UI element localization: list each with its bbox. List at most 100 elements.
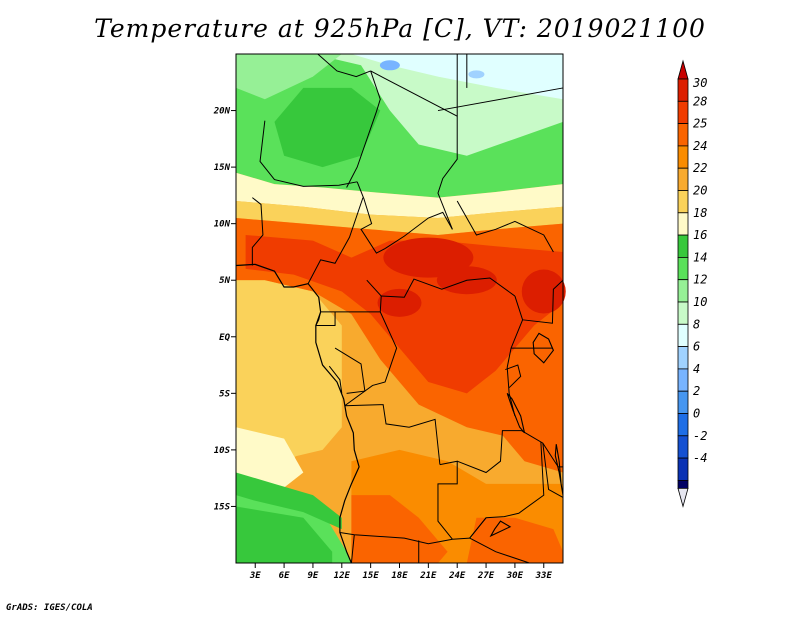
border-line — [384, 211, 453, 249]
border-line — [344, 404, 441, 465]
field-tanzania-hot — [495, 404, 563, 473]
border-line — [521, 430, 563, 468]
legend-label: 30 — [692, 76, 707, 90]
border-line — [339, 531, 470, 545]
legend-label: 10 — [693, 295, 707, 309]
legend-swatch — [677, 100, 689, 125]
legend-swatch — [677, 323, 689, 347]
lat-tick-label: 20N — [213, 107, 231, 117]
lon-tick-label: 33E — [535, 571, 553, 581]
lon-tick-label: 3E — [249, 571, 261, 581]
legend-swatch — [677, 145, 689, 169]
lon-tick-label: 27E — [477, 571, 495, 581]
lon-tick-label: 6E — [279, 571, 290, 581]
country-borders — [235, 53, 564, 564]
legend-swatch — [677, 368, 689, 392]
legend-swatch — [677, 167, 689, 191]
legend-label: 8 — [693, 317, 700, 331]
lon-tick-label: 15E — [363, 571, 380, 581]
legend-swatch — [677, 190, 689, 214]
field-south-green-deep — [236, 506, 333, 563]
coastline — [235, 263, 360, 564]
border-line — [437, 460, 458, 540]
border-line — [344, 311, 398, 407]
legend-swatch — [677, 301, 689, 325]
lon-tick-label: 9E — [308, 571, 319, 581]
legend-label: 28 — [693, 94, 707, 108]
border-line — [328, 365, 343, 394]
legend-label: 0 — [693, 407, 700, 421]
legend-swatch — [677, 457, 689, 481]
border-line — [505, 364, 522, 389]
legend-swatch — [677, 390, 689, 414]
legend-label: 25 — [693, 117, 707, 131]
border-line — [370, 70, 458, 230]
legend-label: 14 — [693, 250, 707, 264]
field-core-3 — [377, 288, 422, 317]
field-core-1 — [383, 237, 474, 278]
legend-label: 22 — [693, 161, 707, 175]
legend-label: -2 — [693, 429, 707, 443]
map-axes: 20N 15N 10N 5N EQ 5S 10S 15S 3E 6E 9E 12E 15E 18E 21E 2… — [213, 107, 553, 581]
border-line — [456, 200, 554, 253]
legend-label: 20 — [693, 184, 707, 198]
map-title: Temperature at 925hPa [C], VT: 201902110… — [94, 14, 706, 43]
field-niger-green — [274, 87, 381, 168]
field-algeria-green — [236, 54, 342, 100]
legend-bottom-swatch — [677, 479, 689, 489]
legend-bottom-arrow — [677, 487, 689, 508]
border-line — [307, 197, 364, 284]
lake-outline — [532, 332, 555, 364]
border-line — [522, 279, 564, 324]
legend-label: 4 — [693, 362, 700, 376]
border-line — [346, 70, 381, 188]
lon-tick-label: 12E — [334, 571, 351, 581]
lat-tick-label: 15N — [214, 163, 231, 173]
legend-swatch — [677, 78, 689, 102]
legend-swatch — [677, 279, 689, 303]
border-line — [334, 347, 366, 394]
legend-label: 2 — [693, 384, 700, 398]
border-line — [320, 279, 382, 313]
legend-label: 24 — [693, 139, 707, 153]
border-line — [381, 277, 516, 298]
border-line — [437, 87, 564, 112]
field-zimbabwe-hot — [466, 517, 563, 563]
border-line — [259, 120, 358, 187]
field-sahel-pale — [236, 172, 563, 219]
lon-tick-label: 24E — [448, 571, 466, 581]
lake-outline — [506, 392, 526, 434]
border-line — [468, 517, 530, 564]
field-core-4 — [521, 269, 566, 314]
legend-label: 16 — [693, 228, 707, 242]
legend-label: -4 — [693, 451, 707, 465]
legend-swatch — [677, 212, 689, 236]
border-line — [356, 181, 386, 254]
legend-swatch — [677, 234, 689, 258]
lat-tick-label: 10N — [214, 220, 231, 230]
legend-top-arrow — [677, 59, 689, 80]
legend-swatch — [677, 413, 689, 437]
lat-tick-label: 10S — [214, 446, 231, 456]
lat-tick-label: EQ — [219, 333, 230, 343]
field-cold-spot-2 — [468, 70, 485, 79]
border-line — [251, 197, 264, 266]
lon-tick-label: 30E — [506, 571, 524, 581]
lon-tick-label: 18E — [391, 571, 408, 581]
border-line — [315, 311, 336, 326]
border-line — [350, 534, 355, 564]
legend-swatch — [677, 256, 689, 281]
border-line — [317, 53, 371, 78]
border-line — [542, 443, 564, 498]
temperature-field — [236, 54, 566, 563]
lat-tick-label: 15S — [214, 502, 231, 512]
legend-label: 18 — [693, 206, 707, 220]
field-cold-spot-1 — [379, 60, 400, 71]
legend-swatch — [677, 346, 689, 370]
grads-credit: GrADS: IGES/COLA — [6, 603, 93, 613]
lon-tick-label: 21E — [419, 571, 437, 581]
field-south-band — [236, 472, 342, 530]
legend-label: 12 — [693, 273, 707, 287]
